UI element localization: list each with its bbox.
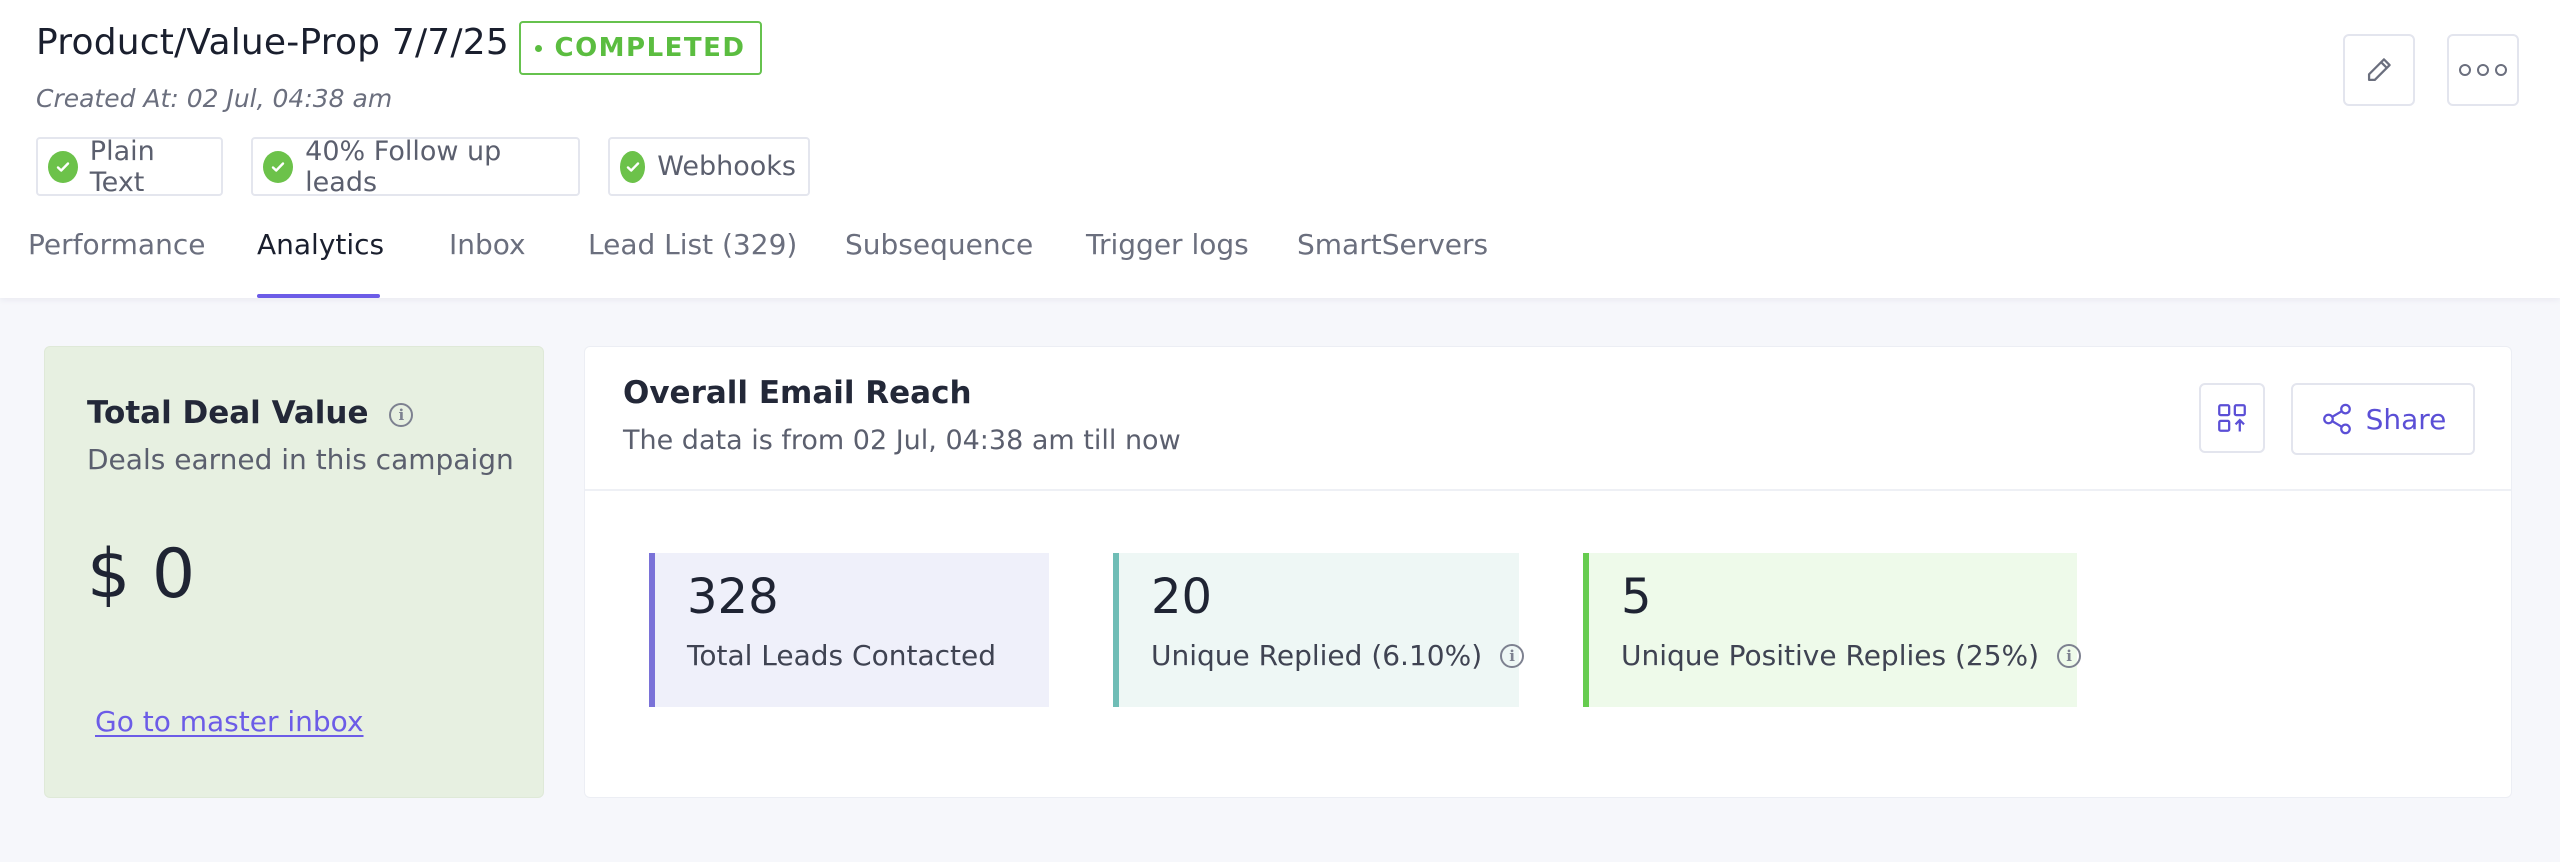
deal-card-title: Total Deal Value (87, 395, 369, 431)
edit-button[interactable] (2343, 34, 2415, 106)
share-button[interactable]: Share (2291, 383, 2475, 455)
stat-label-row: Total Leads Contacted (687, 639, 996, 672)
stat-unique-replied: 20 Unique Replied (6.10%) i (1113, 553, 1525, 707)
email-reach-card: Overall Email Reach The data is from 02 … (584, 346, 2512, 798)
stat-value: 5 (1621, 569, 1652, 625)
deal-card-title-row: Total Deal Value i (87, 395, 414, 431)
info-icon[interactable]: i (389, 403, 414, 427)
stat-label: Total Leads Contacted (687, 639, 996, 672)
stat-label: Unique Positive Replies (25%) (1621, 639, 2040, 672)
feature-tag-follow-up: 40% Follow up leads (251, 135, 580, 198)
feature-tag-label: Webhooks (657, 151, 796, 182)
created-at: Created At: 02 Jul, 04:38 am (36, 84, 393, 113)
more-horizontal-icon (2459, 64, 2507, 76)
stat-leads-contacted: 328 Total Leads Contacted (649, 553, 1049, 707)
tab-trigger-logs[interactable]: Trigger logs (1086, 228, 1249, 261)
status-dot-icon (535, 44, 543, 52)
tab-analytics[interactable]: Analytics (257, 228, 385, 261)
tab-performance[interactable]: Performance (28, 228, 206, 261)
total-deal-value-card: Total Deal Value i Deals earned in this … (44, 346, 544, 798)
reach-card-subtitle: The data is from 02 Jul, 04:38 am till n… (623, 425, 1181, 456)
master-inbox-link[interactable]: Go to master inbox (95, 705, 364, 738)
check-circle-icon (48, 150, 78, 183)
share-label: Share (2365, 402, 2447, 436)
active-tab-indicator (257, 294, 380, 298)
deal-value: $ 0 (87, 535, 196, 614)
feature-tag-label: 40% Follow up leads (305, 135, 502, 198)
status-badge: COMPLETED (519, 21, 762, 75)
more-options-button[interactable] (2447, 34, 2519, 106)
tab-inbox[interactable]: Inbox (449, 228, 526, 261)
campaign-header: Product/Value-Prop 7/7/25 COMPLETED Crea… (0, 0, 2560, 298)
deal-card-subtitle: Deals earned in this campaign (87, 443, 514, 476)
reach-card-title: Overall Email Reach (623, 375, 972, 411)
tab-smartservers[interactable]: SmartServers (1297, 228, 1489, 261)
info-icon[interactable]: i (2057, 643, 2082, 668)
stat-value: 20 (1151, 569, 1213, 625)
pencil-icon (2367, 58, 2391, 82)
tab-lead-list[interactable]: Lead List (329) (588, 228, 798, 261)
feature-tag-plain-text: Plain Text (36, 135, 223, 198)
add-widget-button[interactable] (2199, 383, 2265, 453)
feature-tag-webhooks: Webhooks (608, 137, 810, 196)
stat-positive-replies: 5 Unique Positive Replies (25%) i (1583, 553, 2082, 707)
status-label: COMPLETED (554, 33, 746, 63)
share-icon (2322, 403, 2351, 435)
reach-card-divider (585, 489, 2511, 491)
info-icon[interactable]: i (1500, 643, 1525, 668)
tab-subsequence[interactable]: Subsequence (845, 228, 1034, 261)
feature-tag-label: Plain Text (89, 135, 155, 198)
stat-value: 328 (687, 569, 779, 625)
check-circle-icon (263, 150, 294, 183)
campaign-title: Product/Value-Prop 7/7/25 (36, 22, 509, 63)
grid-add-icon (2218, 404, 2246, 432)
stat-label-row: Unique Replied (6.10%) i (1151, 639, 1525, 672)
stat-label-row: Unique Positive Replies (25%) i (1621, 639, 2082, 672)
stat-label: Unique Replied (6.10%) (1151, 639, 1483, 672)
check-circle-icon (620, 150, 646, 183)
